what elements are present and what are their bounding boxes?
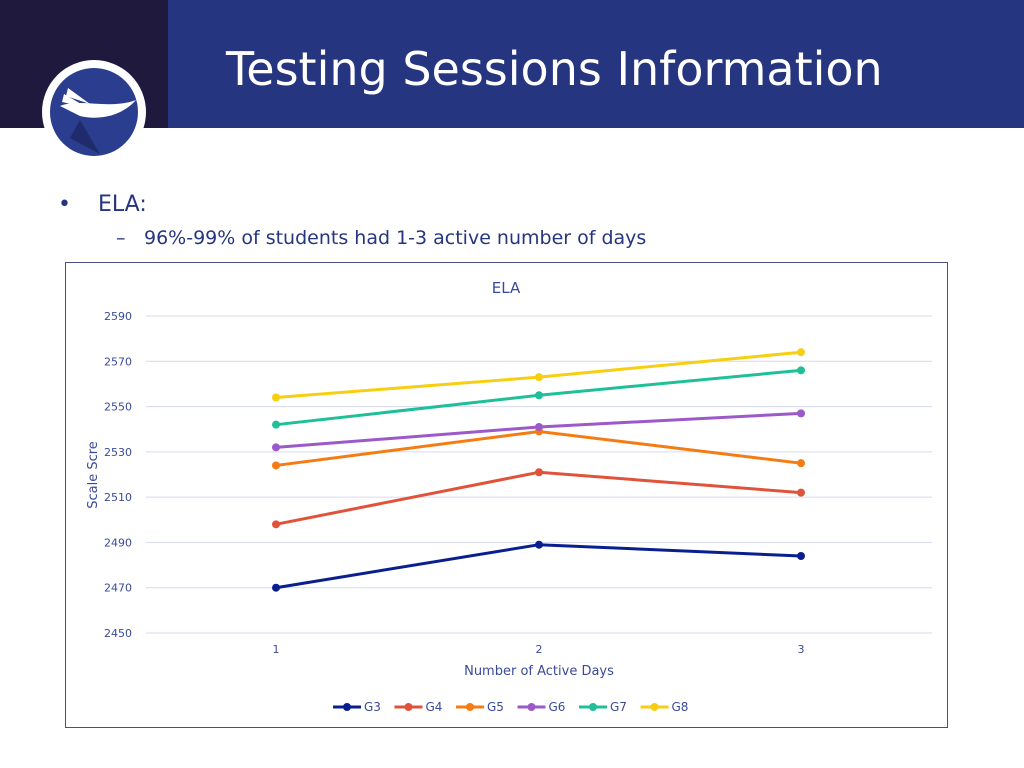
legend-label: G6	[549, 700, 566, 714]
y-tick-label: 2550	[104, 401, 132, 414]
data-point-g8	[535, 373, 543, 382]
data-point-g6	[797, 409, 805, 418]
series-line-g5	[275, 429, 802, 467]
legend-label: G8	[672, 700, 689, 714]
series-line-g4	[275, 470, 802, 526]
bullet-ela: • ELA:	[58, 192, 147, 217]
data-point-g5	[797, 459, 805, 468]
data-point-g8	[797, 348, 805, 357]
data-point-g3	[535, 540, 543, 549]
legend-marker-g4	[404, 703, 413, 711]
series-line-g3	[275, 543, 802, 590]
sub-bullet: –96%-99% of students had 1-3 active numb…	[116, 227, 647, 249]
page-title: Testing Sessions Information	[226, 42, 883, 96]
y-tick-label: 2530	[104, 446, 132, 459]
data-point-g4	[797, 488, 805, 497]
y-tick-label: 2470	[104, 582, 132, 595]
legend-marker-g3	[343, 703, 351, 711]
y-tick-label: 2570	[104, 355, 132, 368]
data-point-g6	[535, 422, 543, 431]
legend-label: G7	[610, 700, 627, 714]
legend-label: G5	[487, 700, 504, 714]
legend-marker-g7	[589, 703, 597, 711]
data-point-g4	[535, 468, 543, 477]
chart-container: ELA 2450 2470 2490 2510 2530 2550 2570 2590 1 2 3 Nu…	[65, 262, 948, 728]
data-point-g3	[797, 552, 805, 561]
bullet-text: ELA:	[98, 192, 147, 217]
data-point-g6	[272, 443, 280, 452]
x-tick-label: 1	[273, 643, 280, 656]
y-tick-label: 2450	[104, 627, 132, 640]
logo-icon	[42, 60, 146, 164]
legend-marker-g5	[466, 703, 474, 711]
legend-marker-g6	[527, 703, 536, 711]
y-tick-label: 2590	[104, 310, 132, 323]
sub-bullet-text: 96%-99% of students had 1-3 active numbe…	[144, 227, 647, 249]
legend-marker-g8	[650, 703, 659, 711]
chart-title: ELA	[492, 279, 521, 297]
x-tick-label: 2	[536, 643, 543, 656]
data-point-g8	[272, 393, 280, 402]
y-tick-label: 2510	[104, 491, 132, 504]
y-axis-label: Scale Scre	[86, 441, 101, 509]
data-point-g7	[797, 366, 805, 375]
y-tick-label: 2490	[104, 536, 132, 549]
data-point-g7	[535, 391, 543, 400]
data-point-g4	[272, 520, 280, 529]
legend-label: G3	[364, 700, 381, 714]
data-point-g7	[272, 420, 280, 429]
ela-line-chart: ELA 2450 2470 2490 2510 2530 2550 2570 2590 1 2 3 Nu…	[86, 279, 932, 714]
legend-label: G4	[426, 700, 443, 714]
header-bar: Testing Sessions Information	[0, 0, 1024, 164]
data-point-g5	[272, 461, 280, 470]
x-axis-label: Number of Active Days	[464, 664, 614, 679]
x-tick-label: 3	[798, 643, 805, 656]
data-point-g3	[272, 583, 280, 592]
